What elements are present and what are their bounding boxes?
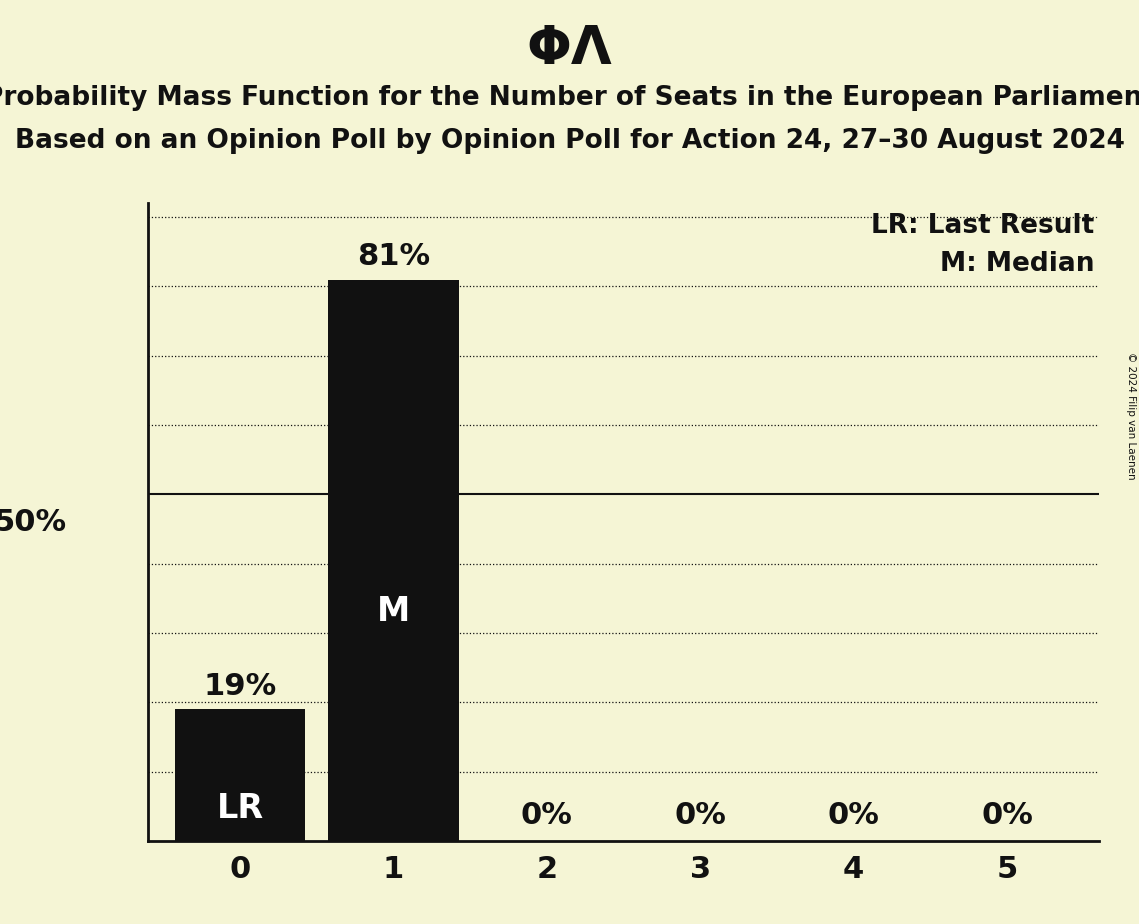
Text: © 2024 Filip van Laenen: © 2024 Filip van Laenen <box>1126 352 1136 480</box>
Text: ΦΛ: ΦΛ <box>526 23 613 75</box>
Text: M: Median: M: Median <box>940 251 1095 277</box>
Text: M: M <box>377 594 410 627</box>
Text: 0%: 0% <box>521 801 573 831</box>
Bar <box>175 710 305 841</box>
Text: 50%: 50% <box>0 507 67 537</box>
Bar <box>328 279 459 841</box>
Text: 0%: 0% <box>828 801 879 831</box>
Text: Based on an Opinion Poll by Opinion Poll for Action 24, 27–30 August 2024: Based on an Opinion Poll by Opinion Poll… <box>15 128 1124 153</box>
Text: Probability Mass Function for the Number of Seats in the European Parliament: Probability Mass Function for the Number… <box>0 85 1139 111</box>
Text: 0%: 0% <box>981 801 1033 831</box>
Text: LR: Last Result: LR: Last Result <box>871 213 1095 238</box>
Text: 0%: 0% <box>674 801 727 831</box>
Text: 19%: 19% <box>204 672 277 700</box>
Text: LR: LR <box>216 792 263 825</box>
Text: 81%: 81% <box>357 242 431 272</box>
